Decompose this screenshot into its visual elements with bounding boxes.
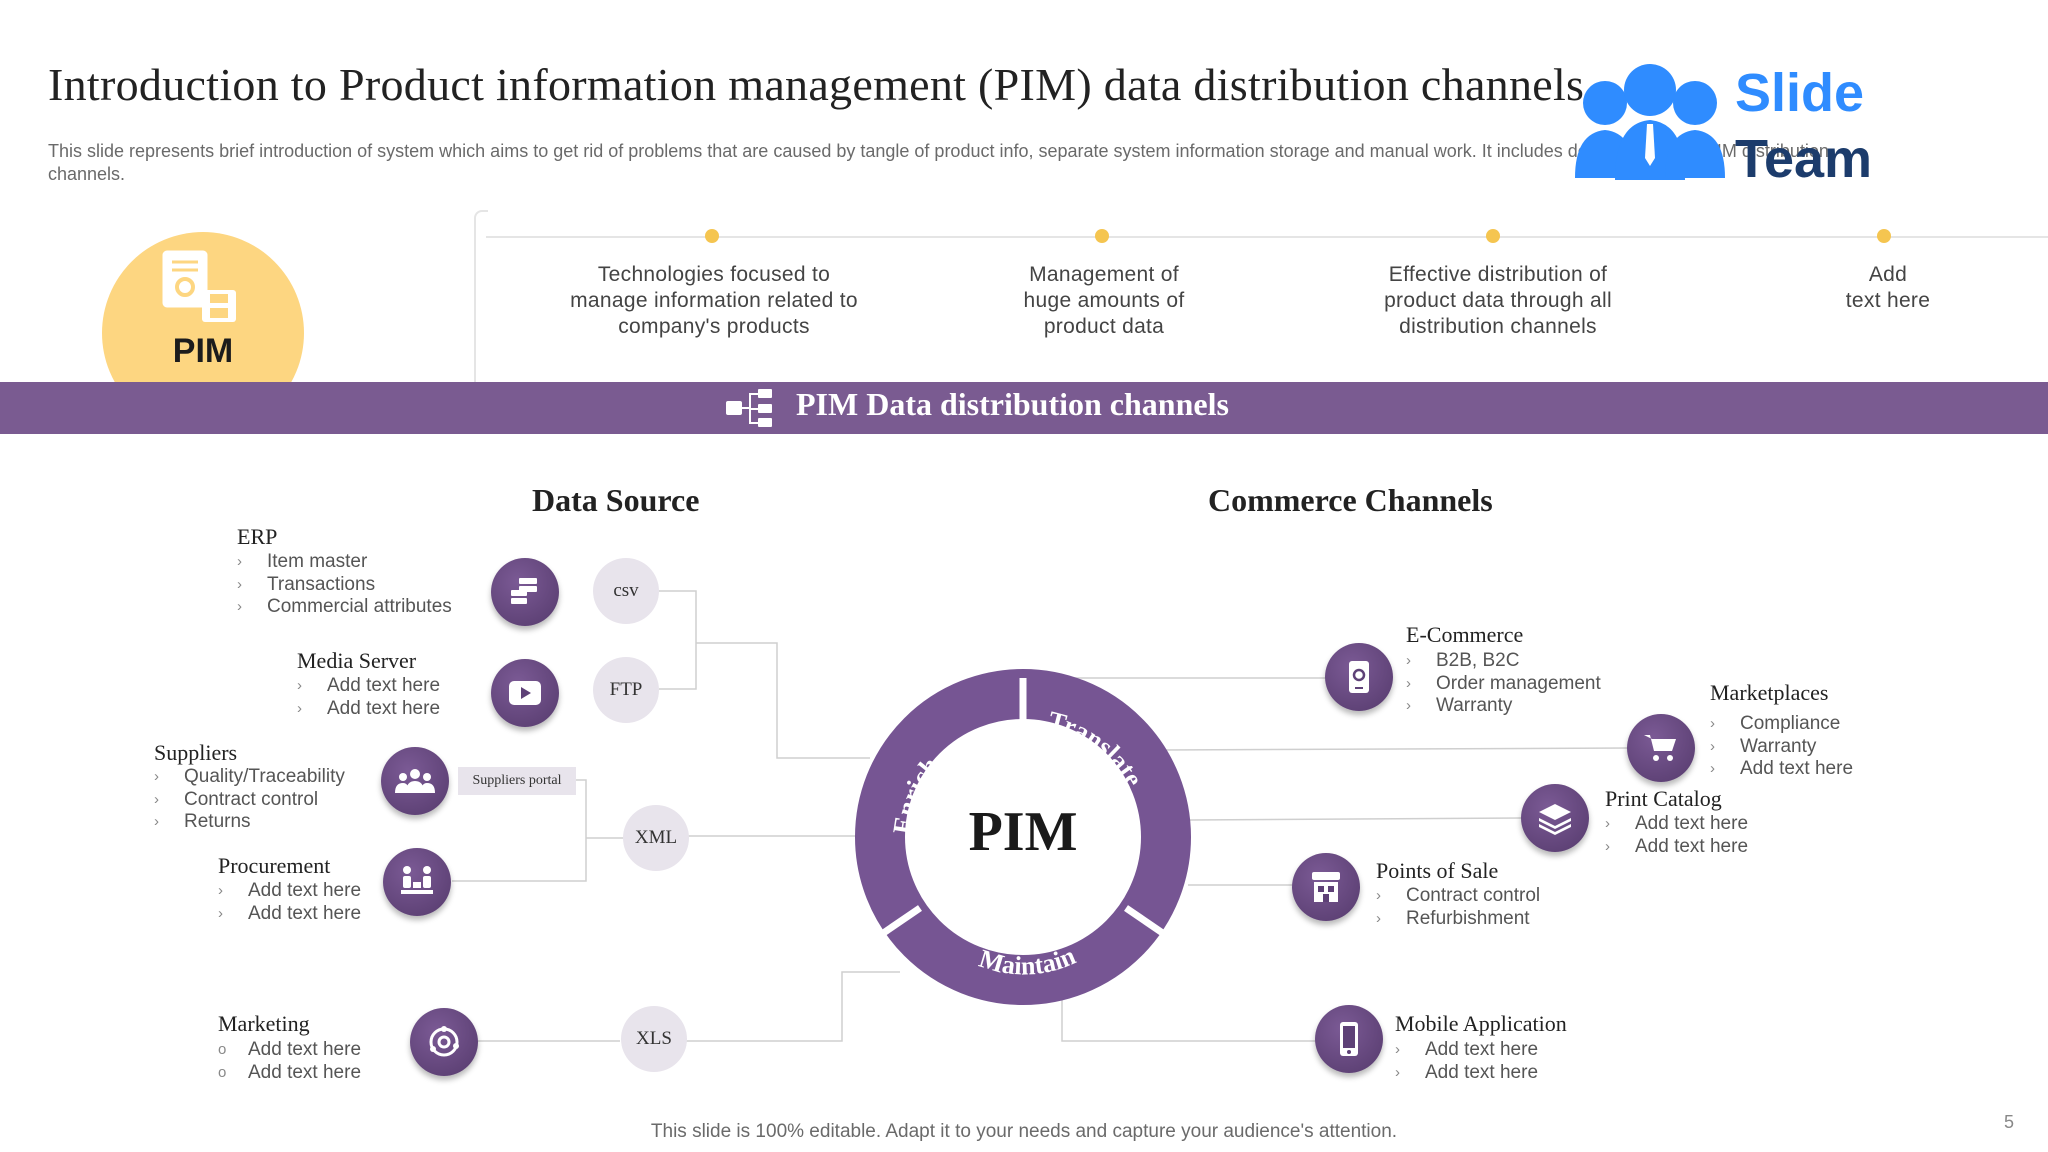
video-play-icon [491,659,559,727]
list-item: › Order management [1406,672,1601,694]
channel-list-print-catalog: › Add text here › Add text here [1605,813,1748,858]
timeline-text-3: Effective distribution of product data t… [1384,263,1612,338]
commerce-channels-title: Commerce Channels [1208,482,1493,518]
list-item: › B2B, B2C [1406,650,1520,671]
list-item: › Contract control [1376,885,1541,906]
list-item: › Compliance [1710,713,1841,734]
ecommerce-icon [1325,643,1393,711]
cart-icon [1627,714,1695,782]
list-item: › Add text here [297,697,441,719]
logo-word-slide: Slide [1735,63,1865,123]
store-icon [1292,853,1360,921]
list-item: › Add text here [1605,813,1749,834]
format-ftp: FTP [593,657,659,723]
source-list-media-server: › Add text here › Add text here [297,675,440,720]
source-list-erp: › Item master › Transactions › Commercial a… [237,551,452,619]
mobile-icon [1315,1005,1383,1073]
format-suppliers-portal: Suppliers portal [458,767,576,795]
list-item: o Add text here [218,1061,362,1083]
list-item: › Add text here [1710,758,1854,779]
channel-title-marketplaces: Marketplaces [1710,680,1829,705]
list-item: › Quality/Traceability [154,766,345,787]
list-item: › Add text here [218,880,362,901]
source-title-marketing: Marketing [218,1011,310,1036]
timeline-dot [1486,229,1500,243]
timeline-dot [1095,229,1109,243]
list-item: › Contract control [154,788,319,810]
source-list-procurement: › Add text here › Add text here [218,880,361,925]
pim-badge-label: PIM [172,332,234,370]
channel-title-points-of-sale: Points of Sale [1376,858,1499,883]
layers-icon [1521,784,1589,852]
timeline-bracket [474,210,488,384]
timeline-dot [1877,229,1891,243]
channel-title-ecommerce: E-Commerce [1406,622,1524,647]
people-group-icon [381,747,449,815]
list-item: › Refurbishment [1376,907,1530,929]
channel-title-mobile-app: Mobile Application [1395,1011,1567,1036]
logo-word-team: Team [1735,129,1873,189]
list-item: › Add text here [1395,1061,1539,1083]
list-item: o Add text here [218,1039,362,1060]
format-xml: XML [623,805,689,871]
timeline-line [486,236,2048,238]
source-list-marketing: o Add text here o Add text here [218,1039,361,1084]
list-item: › Add text here [218,902,362,924]
list-item: › Item master [237,551,368,572]
page-subtitle: This slide represents brief introduction… [48,141,1829,184]
timeline-text-2: Management of huge amounts of product da… [1023,263,1185,338]
list-item: › Warranty [1710,735,1817,757]
source-title-media-server: Media Server [297,648,417,673]
data-source-title: Data Source [532,482,700,518]
procurement-icon [383,848,451,916]
list-item: › Add text here [1395,1039,1539,1060]
timeline-dot [705,229,719,243]
page-number: 5 [2004,1112,2015,1132]
list-item: › Commercial attributes [237,596,452,617]
slideteam-logo [1575,64,1725,180]
source-title-procurement: Procurement [218,853,331,878]
list-item: › Transactions [237,573,376,595]
marketing-cycle-icon [410,1008,478,1076]
channel-list-points-of-sale: › Contract control › Refurbishment [1376,885,1540,930]
timeline-text-1: Technologies focused to manage informati… [570,263,858,338]
source-title-erp: ERP [237,524,278,549]
list-item: › Add text here [1605,835,1749,857]
footer-note: This slide is 100% editable. Adapt it to… [650,1121,1398,1142]
list-item: › Warranty [1406,695,1513,716]
list-item: › Add text here [297,675,441,696]
source-list-suppliers: › Quality/Traceability › Contract control … [154,766,345,834]
format-csv: csv [593,558,659,624]
channel-list-marketplaces: › Compliance › Warranty › Add text here [1710,713,1853,781]
timeline-text-4: Add text here [1845,263,1931,312]
format-xls: XLS [621,1006,687,1072]
source-title-suppliers: Suppliers [154,740,238,765]
channel-title-print-catalog: Print Catalog [1605,786,1722,811]
band-title: PIM Data distribution channels [796,386,1229,422]
page-title: Introduction to Product information mana… [48,59,1585,110]
pim-hub-ring: Enrich Translate Maintain [855,669,1191,1005]
distribution-network-icon [726,389,772,427]
document-settings-icon [162,250,236,322]
list-item: › Returns [154,811,251,832]
channel-list-mobile-app: › Add text here › Add text here [1395,1039,1538,1084]
section-band [0,382,2048,434]
channel-list-ecommerce: › B2B, B2C › Order management › Warranty [1406,650,1601,718]
pim-center-label: PIM [968,801,1078,863]
database-icon [491,558,559,626]
